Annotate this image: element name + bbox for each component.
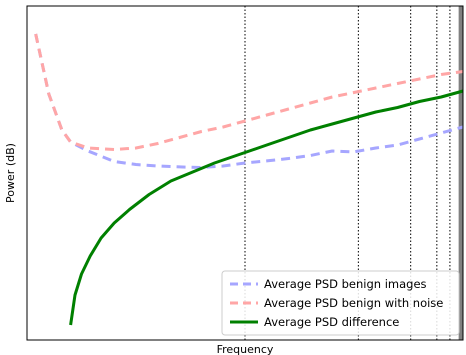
legend-label-2: Average PSD difference — [264, 315, 399, 329]
series-lines — [34, 33, 464, 326]
y-axis-title: Power (dB) — [4, 143, 17, 203]
legend: Average PSD benign images Average PSD ben… — [221, 270, 460, 336]
series-line-2 — [69, 89, 464, 326]
legend-label-1: Average PSD benign with noise — [264, 296, 443, 310]
legend-label-0: Average PSD benign images — [264, 277, 427, 291]
x-axis-title: Frequency — [217, 343, 274, 355]
legend-box — [221, 270, 460, 336]
shaded-band — [458, 6, 463, 340]
series-line-1 — [34, 33, 464, 151]
plot-frame — [26, 5, 464, 341]
series-line-0 — [34, 33, 464, 169]
